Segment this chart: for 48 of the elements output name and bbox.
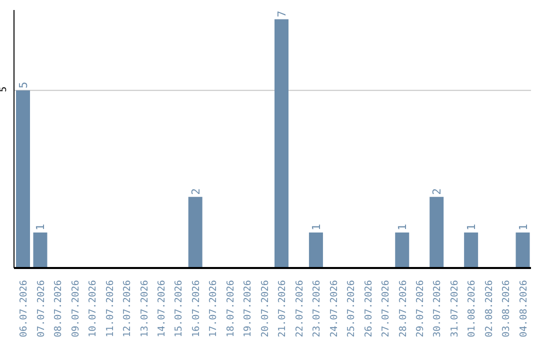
x-tick-label: 03.08.2026	[501, 280, 512, 338]
x-tick-label: 25.07.2026	[346, 280, 358, 338]
x-tick-label: 04.08.2026	[518, 280, 530, 338]
x-tick-label: 10.07.2026	[88, 280, 99, 338]
x-tick-label: 12.07.2026	[122, 280, 134, 338]
data-label: 1	[516, 224, 530, 230]
x-tick-label: 14.07.2026	[156, 280, 168, 338]
x-tick-label: 06.07.2026	[18, 280, 30, 338]
bar	[188, 196, 202, 268]
data-label: 2	[430, 188, 444, 195]
x-tick-label: 13.07.2026	[139, 280, 150, 338]
data-label: 1	[310, 224, 323, 230]
bar	[430, 196, 444, 268]
bar	[516, 232, 530, 268]
x-tick-label: 28.07.2026	[398, 280, 409, 338]
bar	[464, 232, 478, 268]
bar	[274, 19, 288, 268]
x-tick-label: 09.07.2026	[70, 280, 82, 338]
x-tick-label: 18.07.2026	[225, 280, 236, 338]
x-tick-label: 24.07.2026	[328, 280, 340, 338]
x-tick-label: 26.07.2026	[363, 280, 374, 338]
data-label: 5	[17, 82, 30, 88]
x-tick-label: 11.07.2026	[104, 280, 116, 338]
data-label: 1	[34, 224, 48, 230]
data-label: 7	[276, 10, 288, 18]
x-tick-label: 23.07.2026	[312, 280, 323, 338]
bar	[395, 232, 410, 268]
x-tick-label: 19.07.2026	[242, 280, 254, 338]
x-tick-label: 30.07.2026	[432, 280, 444, 338]
x-tick-label: 27.07.2026	[380, 280, 392, 338]
x-tick-label: 20.07.2026	[260, 280, 271, 338]
data-label: 2	[189, 188, 202, 195]
x-tick-label: 08.07.2026	[53, 280, 64, 338]
x-tick-label: 15.07.2026	[174, 280, 185, 338]
x-tick-label: 01.08.2026	[466, 280, 478, 338]
bar	[33, 232, 48, 268]
x-tick-label: 22.07.2026	[294, 280, 306, 338]
bar	[308, 232, 323, 268]
bar	[16, 90, 30, 268]
data-label: 1	[465, 224, 478, 230]
x-tick-label: 02.08.2026	[484, 280, 495, 338]
x-tick-label: 31.07.2026	[449, 280, 460, 338]
x-tick-label: 17.07.2026	[208, 280, 220, 338]
x-tick-label: 29.07.2026	[414, 280, 426, 338]
x-tick-label: 07.07.2026	[36, 280, 47, 338]
x-tick-label: 16.07.2026	[190, 280, 202, 338]
data-label: 1	[396, 224, 410, 230]
x-tick-label: 21.07.2026	[277, 280, 288, 338]
